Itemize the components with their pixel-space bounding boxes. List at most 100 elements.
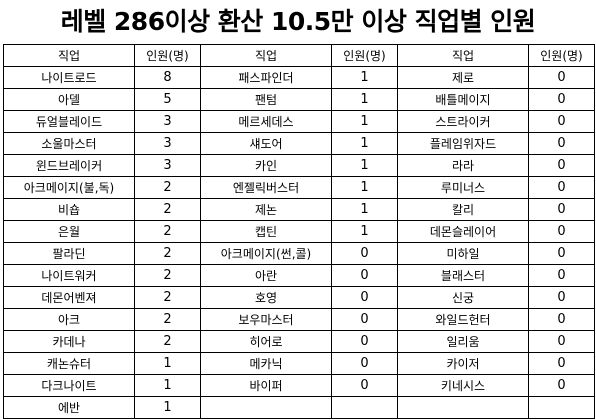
job-cell: 다크나이트 bbox=[3, 374, 135, 397]
count-cell: 1 bbox=[331, 66, 398, 89]
job-cell: 아란 bbox=[200, 264, 332, 287]
table-row: 팔라딘 2 아크메이지(썬,콜) 0 미하일 0 bbox=[3, 242, 595, 265]
count-cell: 1 bbox=[134, 374, 201, 397]
table-row: 카데나 2 히어로 0 일리움 0 bbox=[3, 330, 595, 353]
count-cell: 0 bbox=[528, 330, 595, 353]
count-cell: 1 bbox=[331, 132, 398, 155]
count-cell: 0 bbox=[528, 66, 595, 89]
header-count-1: 인원(명) bbox=[134, 44, 201, 67]
table-row: 에반 1 bbox=[3, 396, 595, 419]
job-cell: 루미너스 bbox=[397, 176, 529, 199]
table-row: 아크메이지(불,독) 2 엔젤릭버스터 1 루미너스 0 bbox=[3, 176, 595, 199]
job-cell: 팔라딘 bbox=[3, 242, 135, 265]
job-cell: 팬텀 bbox=[200, 88, 332, 111]
count-cell: 5 bbox=[134, 88, 201, 111]
count-cell: 0 bbox=[331, 330, 398, 353]
count-cell: 8 bbox=[134, 66, 201, 89]
count-cell: 2 bbox=[134, 242, 201, 265]
job-cell: 캐논슈터 bbox=[3, 352, 135, 375]
count-cell: 1 bbox=[331, 176, 398, 199]
job-cell: 메르세데스 bbox=[200, 110, 332, 133]
count-cell: 1 bbox=[331, 154, 398, 177]
table-row: 데몬어벤져 2 호영 0 신궁 0 bbox=[3, 286, 595, 309]
count-cell: 0 bbox=[528, 132, 595, 155]
table-body: 나이트로드 8 패스파인더 1 제로 0 아델 5 팬텀 1 배틀메이지 0 듀얼블레이드 3 메르세데스 1… bbox=[3, 66, 595, 419]
count-cell: 2 bbox=[134, 198, 201, 221]
job-cell: 데몬슬레이어 bbox=[397, 220, 529, 243]
count-cell: 0 bbox=[528, 198, 595, 221]
job-cell: 에반 bbox=[3, 396, 135, 419]
header-count-2: 인원(명) bbox=[331, 44, 398, 67]
count-cell: 0 bbox=[528, 88, 595, 111]
table-row: 비숍 2 제논 1 칼리 0 bbox=[3, 198, 595, 221]
job-cell: 키네시스 bbox=[397, 374, 529, 397]
count-cell: 0 bbox=[331, 308, 398, 331]
count-cell: 0 bbox=[331, 286, 398, 309]
table-row: 아크 2 보우마스터 0 와일드헌터 0 bbox=[3, 308, 595, 331]
count-cell: 2 bbox=[134, 308, 201, 331]
job-cell: 엔젤릭버스터 bbox=[200, 176, 332, 199]
header-count-3: 인원(명) bbox=[528, 44, 595, 67]
count-cell: 0 bbox=[331, 242, 398, 265]
job-cell: 윈드브레이커 bbox=[3, 154, 135, 177]
table-row: 듀얼블레이드 3 메르세데스 1 스트라이커 0 bbox=[3, 110, 595, 133]
count-cell: 0 bbox=[528, 176, 595, 199]
job-cell: 은월 bbox=[3, 220, 135, 243]
count-cell: 1 bbox=[331, 220, 398, 243]
job-cell: 비숍 bbox=[3, 198, 135, 221]
job-cell: 소울마스터 bbox=[3, 132, 135, 155]
count-cell: 1 bbox=[134, 352, 201, 375]
count-cell: 2 bbox=[134, 176, 201, 199]
job-cell: 라라 bbox=[397, 154, 529, 177]
job-cell: 메카닉 bbox=[200, 352, 332, 375]
table-row: 나이트로드 8 패스파인더 1 제로 0 bbox=[3, 66, 595, 89]
count-cell: 0 bbox=[331, 374, 398, 397]
job-cell: 캡틴 bbox=[200, 220, 332, 243]
table-row: 다크나이트 1 바이퍼 0 키네시스 0 bbox=[3, 374, 595, 397]
job-cell: 카이저 bbox=[397, 352, 529, 375]
job-cell: 섀도어 bbox=[200, 132, 332, 155]
count-cell: 0 bbox=[528, 154, 595, 177]
header-job-1: 직업 bbox=[3, 44, 135, 67]
job-cell: 플레임위자드 bbox=[397, 132, 529, 155]
table-row: 은월 2 캡틴 1 데몬슬레이어 0 bbox=[3, 220, 595, 243]
header-job-3: 직업 bbox=[397, 44, 529, 67]
job-cell: 제로 bbox=[397, 66, 529, 89]
count-cell: 0 bbox=[331, 264, 398, 287]
job-cell: 스트라이커 bbox=[397, 110, 529, 133]
count-cell: 0 bbox=[528, 374, 595, 397]
job-cell: 아크메이지(썬,콜) bbox=[200, 242, 332, 265]
count-cell: 2 bbox=[134, 330, 201, 353]
job-count-table: 직업 인원(명) 직업 인원(명) 직업 인원(명) 나이트로드 8 패스파인더 1 제… bbox=[3, 44, 595, 419]
table-row: 소울마스터 3 섀도어 1 플레임위자드 0 bbox=[3, 132, 595, 155]
job-cell: 데몬어벤져 bbox=[3, 286, 135, 309]
count-cell: 3 bbox=[134, 154, 201, 177]
job-cell: 히어로 bbox=[200, 330, 332, 353]
count-cell: 0 bbox=[528, 110, 595, 133]
count-cell bbox=[528, 396, 595, 419]
count-cell: 1 bbox=[331, 198, 398, 221]
job-cell: 호영 bbox=[200, 286, 332, 309]
job-cell: 카인 bbox=[200, 154, 332, 177]
table-row: 나이트워커 2 아란 0 블래스터 0 bbox=[3, 264, 595, 287]
count-cell bbox=[331, 396, 398, 419]
count-cell: 2 bbox=[134, 264, 201, 287]
job-cell: 와일드헌터 bbox=[397, 308, 529, 331]
count-cell: 3 bbox=[134, 132, 201, 155]
count-cell: 2 bbox=[134, 220, 201, 243]
job-cell: 일리움 bbox=[397, 330, 529, 353]
job-cell: 미하일 bbox=[397, 242, 529, 265]
count-cell: 0 bbox=[528, 286, 595, 309]
job-cell: 칼리 bbox=[397, 198, 529, 221]
job-cell: 나이트로드 bbox=[3, 66, 135, 89]
job-cell: 제논 bbox=[200, 198, 332, 221]
count-cell: 2 bbox=[134, 286, 201, 309]
job-cell: 배틀메이지 bbox=[397, 88, 529, 111]
count-cell: 0 bbox=[528, 308, 595, 331]
job-cell: 신궁 bbox=[397, 286, 529, 309]
header-row: 직업 인원(명) 직업 인원(명) 직업 인원(명) bbox=[3, 44, 595, 67]
count-cell: 0 bbox=[528, 220, 595, 243]
table-row: 아델 5 팬텀 1 배틀메이지 0 bbox=[3, 88, 595, 111]
count-cell: 0 bbox=[331, 352, 398, 375]
